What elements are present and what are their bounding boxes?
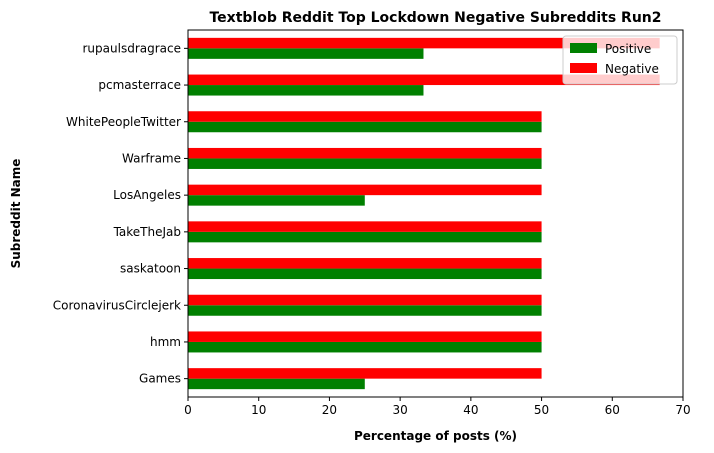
bar-positive-games	[188, 378, 365, 390]
bar-positive-takethejab	[188, 231, 542, 243]
bar-positive-pcmasterrace	[188, 85, 424, 96]
x-tick-label: 50	[534, 403, 549, 417]
bar-negative-warframe	[188, 147, 542, 159]
bars-layer	[188, 37, 660, 390]
legend: Positive Negative	[562, 35, 678, 85]
bar-positive-warframe	[188, 158, 542, 169]
bar-negative-saskatoon	[188, 258, 542, 269]
x-tick-label: 40	[463, 403, 478, 417]
bar-positive-rupaulsdragrace	[188, 48, 424, 59]
y-tick-label: WhitePeopleTwitter	[66, 115, 181, 129]
bar-positive-saskatoon	[188, 268, 542, 280]
bar-negative-whitepeopletwitter	[188, 111, 542, 122]
y-tick-label: Warframe	[122, 151, 181, 165]
x-axis-label: Percentage of posts (%)	[354, 429, 517, 443]
bar-positive-coronaviruscirclejerk	[188, 305, 542, 316]
bar-negative-rupaulsdragrace	[188, 37, 660, 49]
bar-negative-coronaviruscirclejerk	[188, 294, 542, 306]
x-tick-label: 10	[251, 403, 266, 417]
bar-negative-games	[188, 368, 542, 379]
bar-positive-whitepeopletwitter	[188, 121, 542, 133]
x-tick-label: 60	[605, 403, 620, 417]
y-tick-label: pcmasterrace	[98, 78, 181, 92]
y-tick-label: hmm	[150, 335, 181, 349]
legend-swatch-negative	[570, 63, 597, 73]
bar-negative-hmm	[188, 331, 542, 342]
bar-negative-takethejab	[188, 221, 542, 232]
x-tick-label: 0	[184, 403, 192, 417]
bar-positive-hmm	[188, 341, 542, 353]
x-tick-label: 20	[322, 403, 337, 417]
y-axis-label: Subreddit Name	[9, 159, 23, 269]
y-tick-label: Games	[139, 372, 181, 386]
x-tick-label: 30	[393, 403, 408, 417]
y-tick-label: saskatoon	[120, 262, 181, 276]
y-tick-label: TakeTheJab	[113, 225, 181, 239]
chart-title: Textblob Reddit Top Lockdown Negative Su…	[209, 10, 661, 26]
legend-label-positive: Positive	[605, 42, 651, 56]
legend-label-negative: Negative	[605, 62, 659, 76]
y-tick-label: CoronavirusCirclejerk	[53, 298, 181, 312]
x-tick-label: 70	[675, 403, 690, 417]
y-tick-label: rupaulsdragrace	[83, 41, 182, 55]
plot-frame	[187, 29, 684, 398]
x-axis: 0 10 20 30 40 50 60 70	[184, 397, 691, 417]
bar-negative-losangeles	[188, 184, 542, 196]
y-tick-label: LosAngeles	[113, 188, 181, 202]
legend-swatch-positive	[570, 43, 597, 53]
bar-negative-pcmasterrace	[188, 74, 660, 86]
bar-positive-losangeles	[188, 195, 365, 206]
y-axis: Games hmm CoronavirusCirclejerk saskatoon Ta…	[53, 41, 188, 386]
